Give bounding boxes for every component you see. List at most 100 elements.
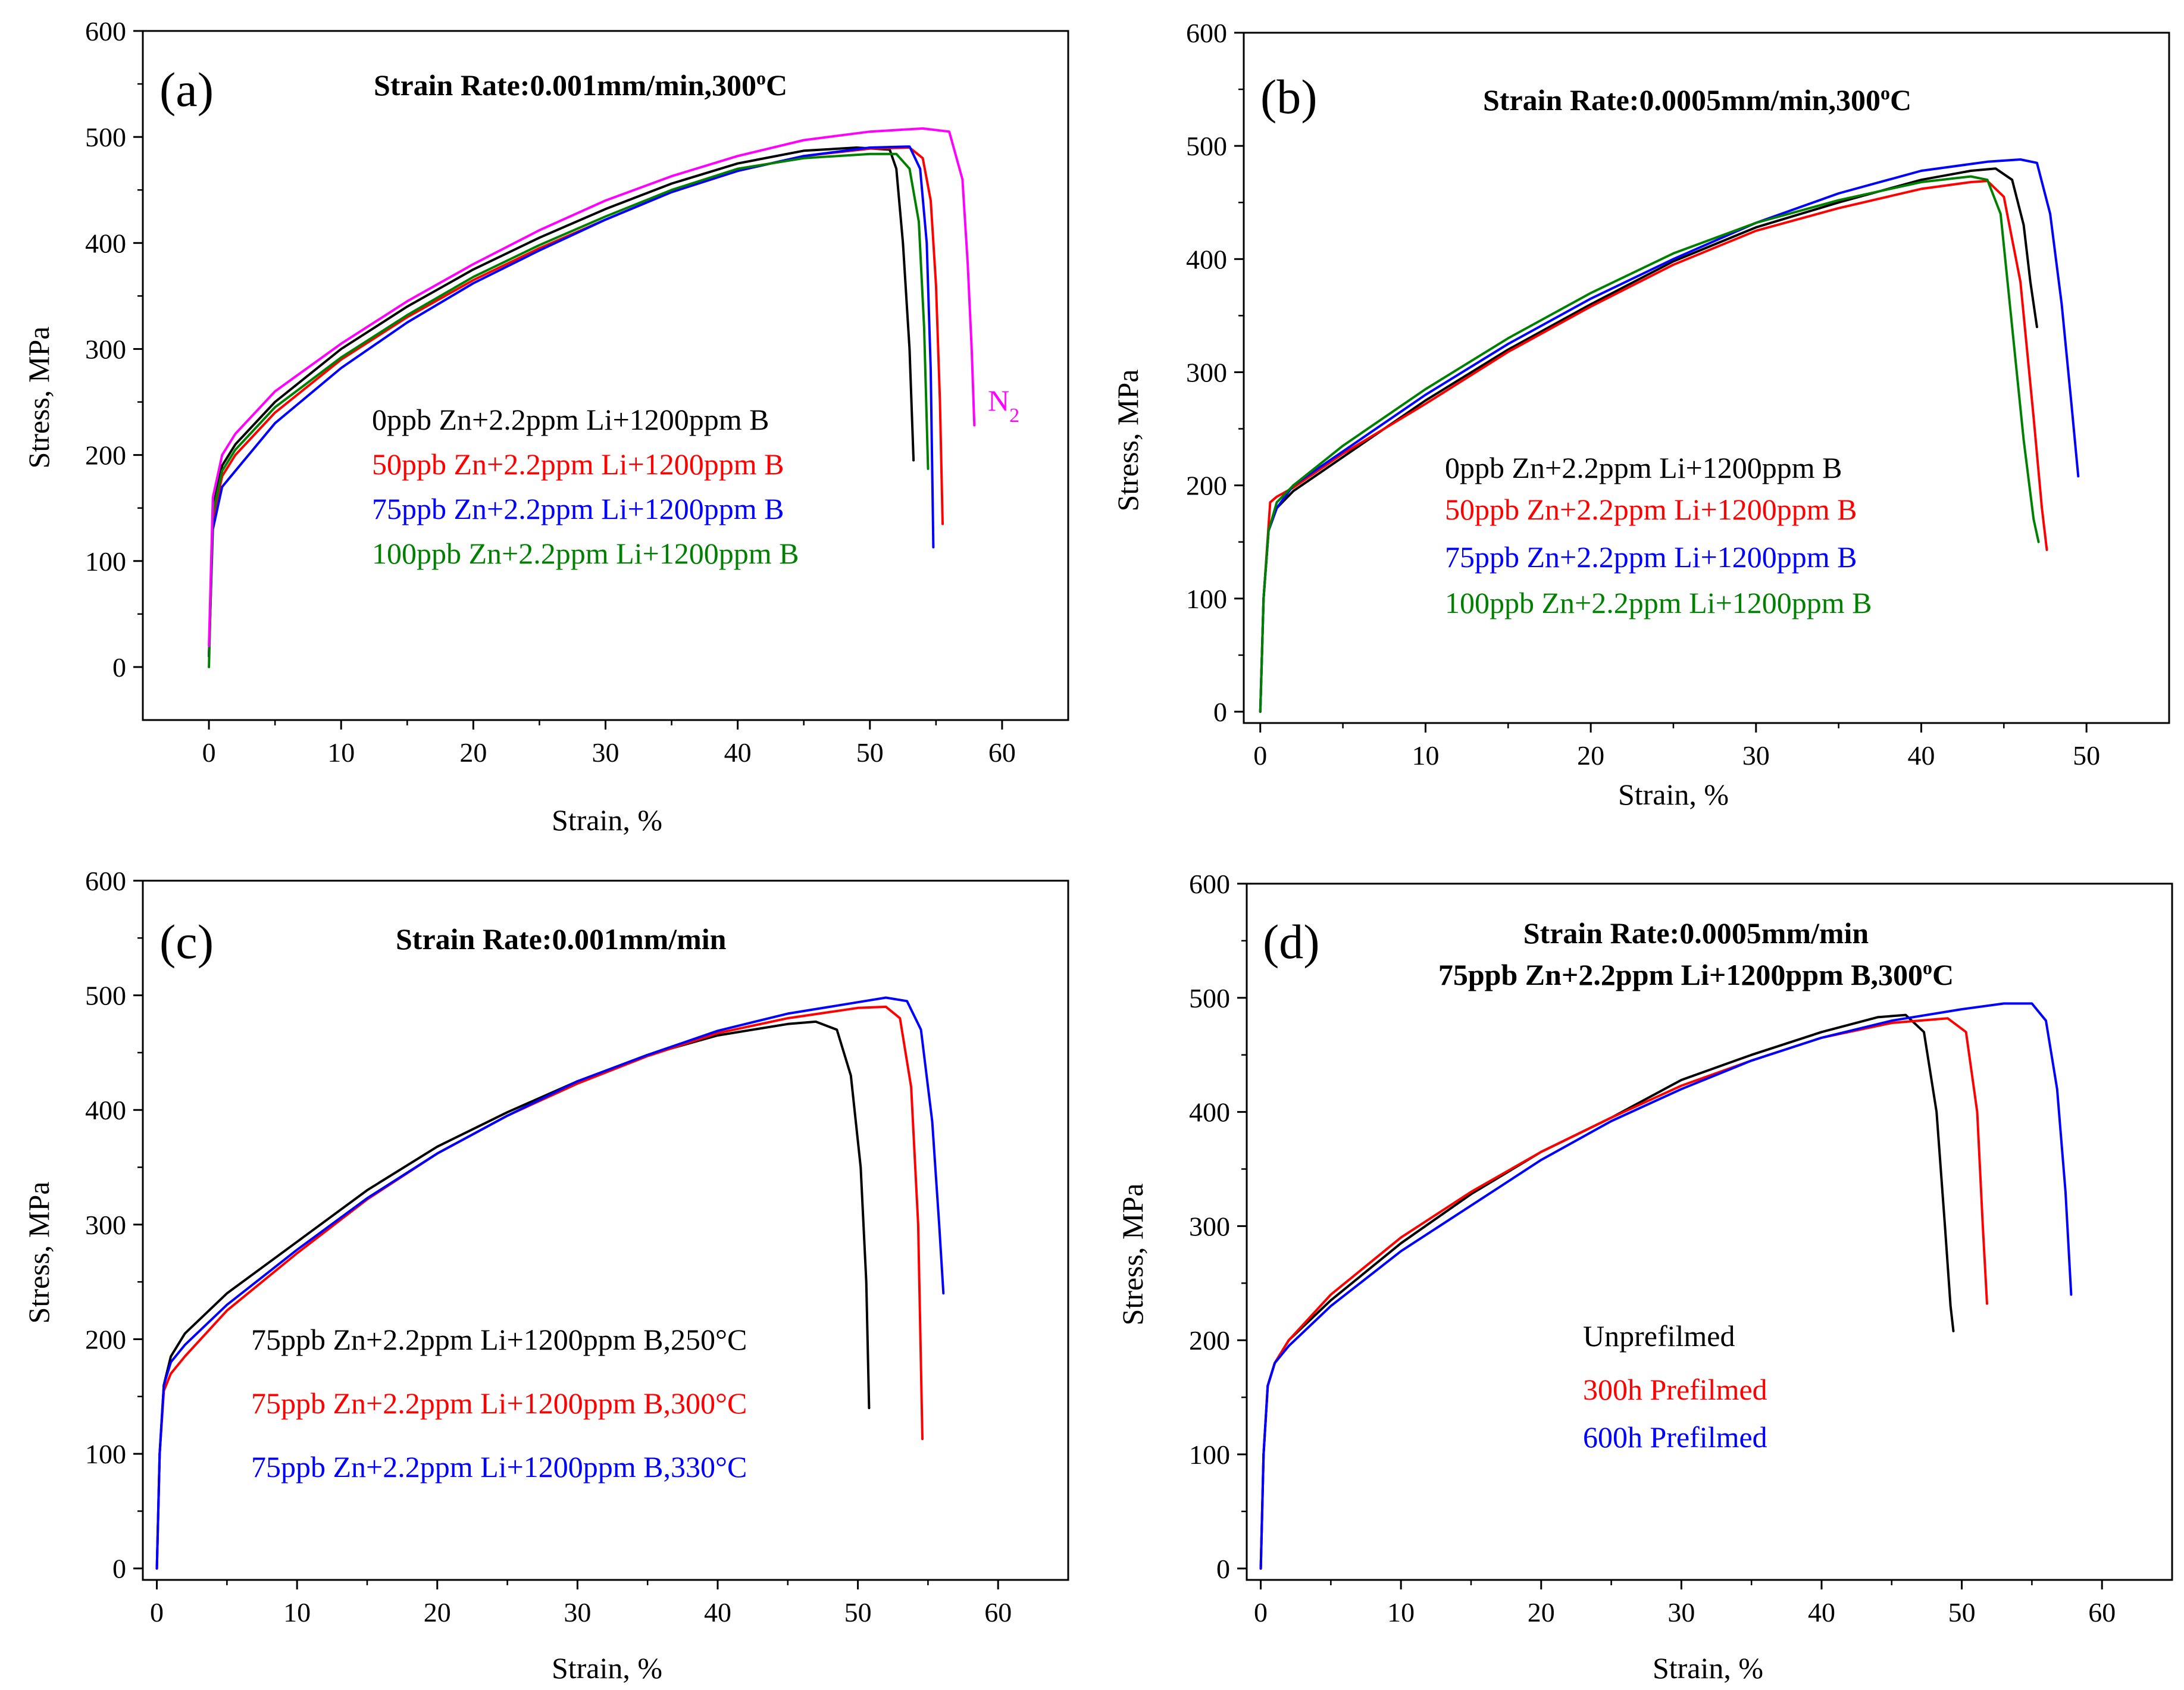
x-tick-label: 0 — [202, 737, 216, 768]
x-tick-label: 50 — [1948, 1597, 1976, 1628]
x-tick-label: 10 — [1412, 740, 1439, 771]
y-tick-label: 400 — [1189, 1097, 1230, 1128]
legend-entry: 75ppb Zn+2.2ppm Li+1200ppm B — [372, 492, 784, 525]
legend: Unprefilmed 300h Prefilmed 600h Prefilme… — [1583, 1319, 1767, 1454]
y-tick-label: 200 — [85, 440, 126, 471]
panel-letter: (d) — [1263, 915, 1320, 969]
plot-frame — [1243, 32, 2170, 724]
legend: 0ppb Zn+2.2ppm Li+1200ppm B 50ppb Zn+2.2… — [1445, 451, 1872, 619]
x-tick-label: 0 — [1254, 1597, 1268, 1628]
legend: 75ppb Zn+2.2ppm Li+1200ppm B,250°C 75ppb… — [251, 1323, 747, 1484]
series-layer — [1259, 158, 2080, 713]
x-axis-title: Strain, % — [1618, 778, 1729, 811]
x-axis-title: Strain, % — [552, 803, 662, 837]
y-tick-label: 500 — [1186, 131, 1227, 161]
legend-entry: 0ppb Zn+2.2ppm Li+1200ppm B — [372, 403, 769, 436]
y-tick-label: 200 — [1189, 1325, 1230, 1356]
y-tick-label: 500 — [85, 981, 126, 1011]
y-tick-label: 300 — [1186, 357, 1227, 387]
series-line — [208, 145, 935, 658]
legend-entry: 50ppb Zn+2.2ppm Li+1200ppm B — [372, 447, 784, 481]
chart-subtitle: 75ppb Zn+2.2ppm Li+1200ppm B,300oC — [1438, 957, 1954, 991]
y-tick-label: 400 — [85, 1095, 126, 1125]
series-line — [1259, 180, 2048, 713]
series-layer — [208, 127, 976, 668]
y-tick-label: 200 — [1186, 471, 1227, 501]
y-tick-label: 600 — [85, 866, 126, 896]
legend-entry: 600h Prefilmed — [1583, 1420, 1767, 1454]
plot-frame — [142, 880, 1069, 1581]
y-tick-label: 600 — [1189, 869, 1230, 899]
panel-letter: (a) — [159, 62, 214, 117]
y-tick-label: 0 — [112, 1554, 126, 1584]
y-axis-title: Stress, MPa — [22, 327, 55, 469]
x-tick-label: 40 — [704, 1597, 731, 1628]
x-tick-label: 50 — [856, 737, 884, 768]
x-tick-label: 30 — [592, 737, 619, 768]
panel-letter: (b) — [1260, 70, 1318, 124]
series-line — [208, 146, 915, 658]
x-tick-label: 60 — [2088, 1597, 2116, 1628]
x-tick-label: 20 — [1577, 740, 1604, 771]
x-tick-label: 40 — [724, 737, 752, 768]
legend: 0ppb Zn+2.2ppm Li+1200ppm B 50ppb Zn+2.2… — [372, 403, 799, 570]
x-tick-label: 0 — [1253, 740, 1267, 771]
x-tick-label: 20 — [459, 737, 487, 768]
x-tick-label: 0 — [150, 1597, 164, 1628]
series-layer — [155, 996, 945, 1570]
x-tick-label: 10 — [1387, 1597, 1415, 1628]
y-tick-label: 100 — [1186, 584, 1227, 614]
x-tick-label: 60 — [984, 1597, 1012, 1628]
chart-title: Strain Rate:0.0005mm/min,300oC — [1483, 82, 1911, 117]
series-line — [208, 127, 976, 647]
legend-entry: 75ppb Zn+2.2ppm Li+1200ppm B,300°C — [251, 1387, 747, 1420]
x-tick-label: 20 — [1528, 1597, 1555, 1628]
y-tick-label: 300 — [85, 1210, 126, 1240]
y-tick-label: 100 — [1189, 1439, 1230, 1470]
x-tick-label: 50 — [2073, 740, 2100, 771]
series-line — [1259, 175, 2040, 713]
legend-entry: 75ppb Zn+2.2ppm Li+1200ppm B,330°C — [251, 1450, 747, 1484]
n2-annotation: N2 — [988, 384, 1019, 427]
legend-entry: 100ppb Zn+2.2ppm Li+1200ppm B — [1445, 586, 1872, 619]
series-line — [1259, 1002, 2073, 1570]
plot-frame — [1246, 882, 2173, 1581]
y-tick-label: 500 — [85, 122, 126, 152]
legend-entry: 75ppb Zn+2.2ppm Li+1200ppm B,250°C — [251, 1323, 747, 1356]
y-tick-label: 0 — [112, 652, 126, 683]
series-line — [1259, 158, 2080, 713]
series-line — [155, 996, 945, 1570]
y-tick-label: 200 — [85, 1324, 126, 1354]
legend-entry: 50ppb Zn+2.2ppm Li+1200ppm B — [1445, 493, 1857, 526]
x-tick-label: 30 — [1667, 1597, 1695, 1628]
legend-entry: 0ppb Zn+2.2ppm Li+1200ppm B — [1445, 451, 1842, 484]
panel-letter: (c) — [159, 915, 214, 969]
y-tick-label: 100 — [85, 1439, 126, 1469]
y-tick-label: 0 — [1216, 1554, 1230, 1584]
y-axis-title: Stress, MPa — [1111, 370, 1144, 512]
series-line — [155, 1020, 871, 1570]
y-axis-title: Stress, MPa — [1116, 1184, 1149, 1326]
chart-title: Strain Rate:0.001mm/min,300oC — [374, 67, 787, 102]
x-tick-label: 50 — [844, 1597, 872, 1628]
y-tick-label: 0 — [1213, 697, 1227, 727]
x-tick-label: 20 — [424, 1597, 451, 1628]
series-layer — [1259, 1002, 2073, 1570]
x-tick-label: 30 — [564, 1597, 591, 1628]
legend-entry: Unprefilmed — [1583, 1319, 1735, 1353]
x-tick-label: 60 — [988, 737, 1016, 768]
x-tick-label: 40 — [1907, 740, 1935, 771]
y-tick-label: 500 — [1189, 983, 1230, 1013]
y-tick-label: 300 — [1189, 1211, 1230, 1241]
chart-title: Strain Rate:0.0005mm/min — [1523, 916, 1869, 950]
x-tick-label: 10 — [327, 737, 355, 768]
x-tick-label: 30 — [1742, 740, 1770, 771]
y-tick-label: 600 — [1186, 18, 1227, 48]
legend-entry: 100ppb Zn+2.2ppm Li+1200ppm B — [372, 537, 799, 570]
series-line — [208, 152, 930, 668]
